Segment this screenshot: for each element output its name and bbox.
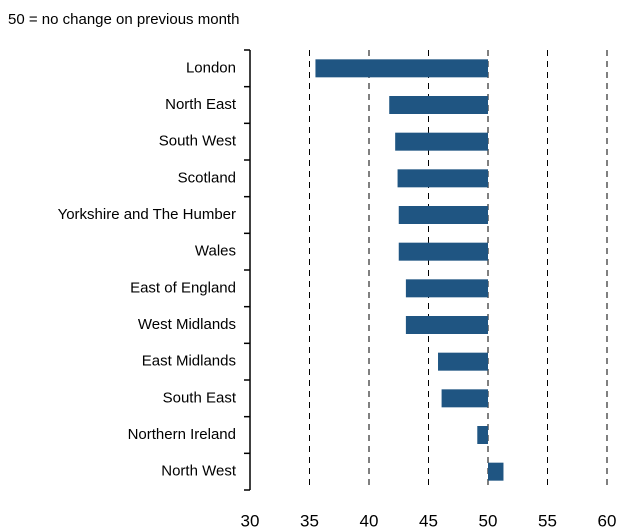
x-tick-label: 45: [419, 511, 438, 530]
y-tick-label: West Midlands: [138, 316, 236, 333]
y-tick-label: Northern Ireland: [128, 426, 236, 443]
bar: [397, 169, 488, 188]
y-tick-label: Scotland: [178, 169, 236, 186]
bar: [488, 462, 504, 481]
bar: [398, 206, 488, 224]
x-tick-label: 50: [479, 511, 498, 530]
y-tick-label: Yorkshire and The Humber: [58, 206, 236, 223]
bar: [405, 316, 488, 334]
x-tick-label: 35: [300, 511, 319, 530]
y-tick-label: North West: [161, 463, 237, 480]
bar: [441, 389, 488, 408]
bar: [315, 59, 488, 78]
bar: [405, 279, 488, 298]
y-tick-label: East Midlands: [142, 353, 236, 370]
x-tick-label: 40: [360, 511, 379, 530]
y-tick-label: South East: [163, 389, 237, 406]
bar: [398, 242, 488, 261]
chart-subtitle: 50 = no change on previous month: [8, 11, 239, 28]
y-tick-label: Wales: [195, 243, 236, 260]
x-tick-label: 30: [241, 511, 260, 530]
bar: [389, 96, 488, 114]
bar: [477, 426, 488, 444]
x-tick-label: 60: [598, 511, 617, 530]
bar: [438, 352, 488, 371]
bar: [395, 132, 488, 151]
x-tick-label: 55: [538, 511, 557, 530]
y-tick-label: East of England: [130, 279, 236, 296]
y-tick-label: North East: [165, 96, 237, 113]
y-tick-label: South West: [159, 133, 237, 150]
y-tick-label: London: [186, 59, 236, 76]
